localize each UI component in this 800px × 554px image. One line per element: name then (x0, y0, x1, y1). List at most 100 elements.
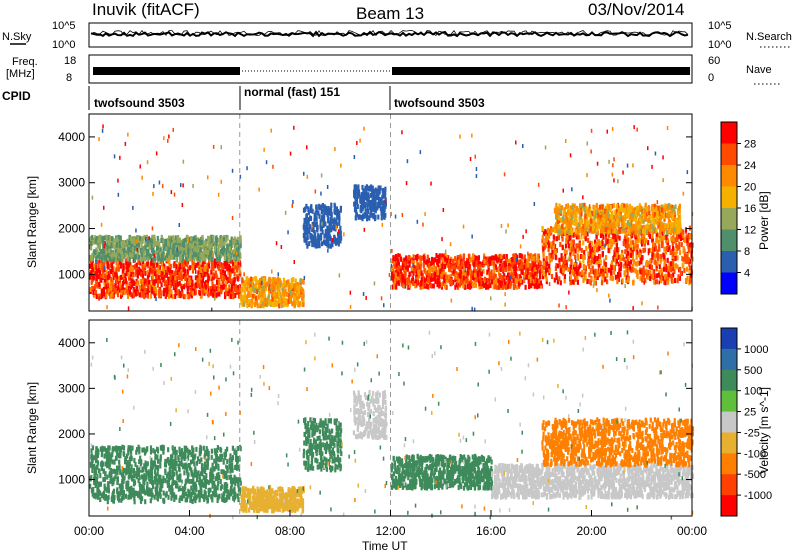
data-cell (449, 279, 452, 285)
data-cell (245, 276, 248, 282)
data-cell (665, 267, 668, 273)
data-cell (454, 256, 457, 262)
data-cell (255, 289, 258, 295)
data-cell (482, 268, 485, 274)
data-cell (598, 263, 601, 269)
data-cell (127, 269, 130, 275)
data-cell (159, 253, 162, 259)
data-cell (656, 261, 659, 267)
data-cell (415, 279, 418, 285)
data-cell (649, 258, 652, 264)
data-cell (176, 238, 179, 244)
data-cell (462, 283, 465, 289)
data-cell (126, 294, 130, 299)
data-cell (313, 212, 316, 218)
data-cell (108, 244, 111, 250)
data-cell (508, 265, 511, 271)
data-cell (523, 254, 526, 260)
data-cell (236, 265, 239, 271)
data-cell (367, 197, 370, 203)
data-cell (612, 229, 615, 235)
data-cell (676, 278, 679, 284)
data-cell (105, 293, 108, 299)
data-cell (534, 264, 537, 270)
data-cell (677, 244, 680, 250)
data-cell (625, 234, 628, 239)
data-cell (119, 252, 122, 257)
data-cell (162, 248, 165, 254)
data-cell (102, 240, 105, 246)
data-cell (623, 270, 626, 276)
data-cell (530, 283, 533, 289)
data-cell (243, 301, 246, 307)
data-cell (359, 198, 362, 204)
data-cell (363, 191, 366, 197)
data-cell (443, 258, 446, 264)
data-cell (209, 252, 212, 258)
data-cell (560, 253, 563, 259)
data-cell (624, 249, 627, 255)
data-cell (105, 259, 108, 265)
data-cell (333, 208, 336, 214)
data-cell (102, 273, 105, 279)
data-cell (406, 277, 409, 283)
data-cell (548, 233, 551, 239)
data-cell (108, 248, 111, 254)
data-cell (643, 238, 646, 244)
data-cell (262, 288, 265, 294)
data-cell (197, 270, 200, 276)
data-cell (165, 252, 168, 258)
data-cell (588, 259, 591, 265)
data-cell (599, 240, 602, 246)
data-cell (582, 263, 585, 269)
data-cell (170, 237, 173, 243)
data-cell (157, 274, 160, 280)
data-cell (263, 292, 266, 298)
data-cell (615, 258, 618, 264)
data-cell (123, 289, 126, 295)
data-cell (175, 264, 178, 270)
data-cell (365, 190, 368, 196)
data-cell (119, 248, 122, 254)
data-cell (586, 216, 589, 222)
data-cell (622, 263, 626, 269)
data-cell (444, 256, 447, 262)
data-cell (210, 242, 213, 248)
data-cell (599, 219, 602, 225)
data-cell (429, 283, 432, 288)
data-cell (115, 242, 118, 248)
data-cell (555, 263, 558, 269)
data-cell (162, 252, 166, 258)
data-cell (603, 260, 606, 266)
data-cell (596, 275, 599, 280)
data-cell (247, 298, 250, 304)
data-cell (559, 268, 562, 274)
data-cell (376, 201, 379, 207)
data-cell (264, 276, 267, 282)
data-cell (401, 261, 404, 267)
data-cell (144, 292, 147, 298)
data-cell (599, 271, 602, 277)
data-cell (562, 263, 565, 269)
data-cell (289, 282, 292, 288)
data-cell (403, 278, 406, 284)
data-cell (446, 278, 449, 284)
data-cell (253, 293, 256, 299)
data-cell (162, 256, 165, 262)
data-cell (488, 274, 491, 280)
data-cell (190, 236, 193, 242)
data-cell (601, 240, 604, 246)
data-cell (533, 253, 536, 259)
data-cell (225, 290, 228, 296)
data-cell (537, 283, 541, 289)
data-cell (245, 294, 248, 300)
data-cell (229, 265, 232, 271)
data-cell (140, 251, 143, 257)
data-cell (185, 244, 188, 249)
data-cell (630, 231, 633, 237)
data-cell (606, 272, 609, 278)
data-cell (154, 266, 157, 272)
data-cell (369, 205, 372, 211)
data-cell (180, 253, 183, 259)
data-cell (648, 233, 651, 239)
